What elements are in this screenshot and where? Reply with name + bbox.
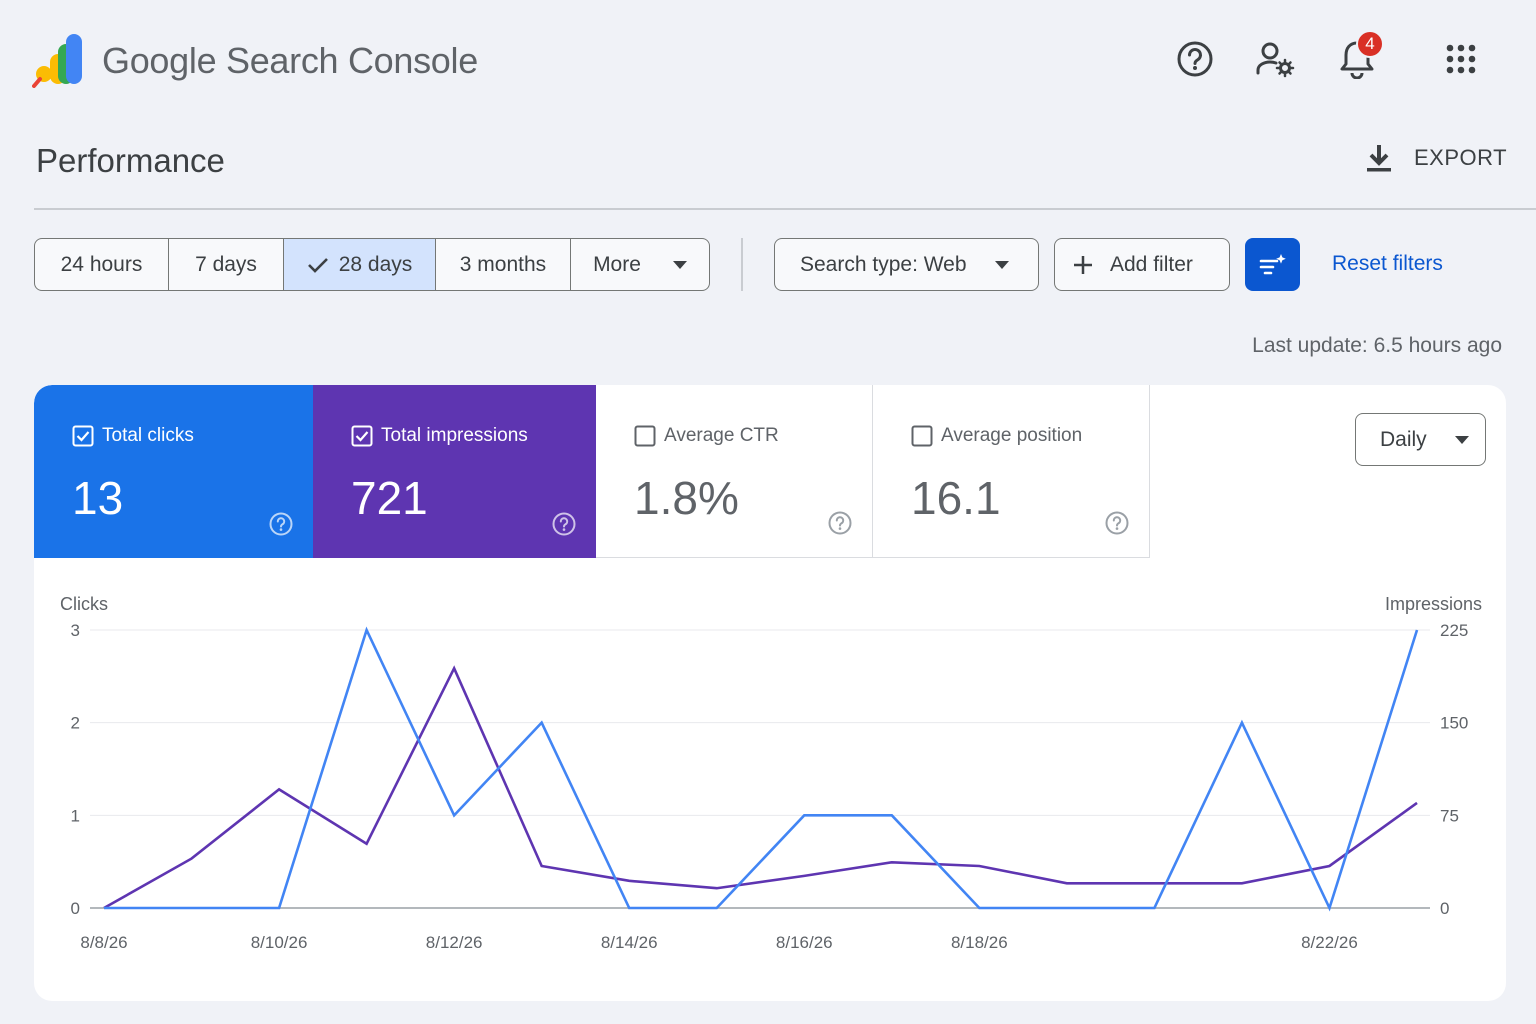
metric-label: Average CTR (664, 425, 779, 446)
series-line-clicks (104, 626, 1419, 912)
apps-grid-icon[interactable] (1440, 38, 1482, 80)
manage-users-icon[interactable] (1254, 38, 1296, 80)
x-tick-label: 8/12/26 (426, 933, 483, 952)
date-range-selector: 24 hours 7 days 28 days 3 months More (34, 238, 710, 291)
product-name: Google Search Console (102, 40, 478, 82)
granularity-label: Daily (1380, 427, 1427, 451)
download-icon (1367, 145, 1391, 172)
reset-filters-link[interactable]: Reset filters (1332, 252, 1443, 275)
performance-card: Total clicks 13 Total impressions 721 Av… (34, 385, 1506, 1001)
help-icon[interactable] (269, 512, 293, 536)
x-tick-label: 8/16/26 (776, 933, 833, 952)
checkbox-unchecked-icon[interactable] (911, 425, 933, 447)
search-type-label: Search type: Web (800, 252, 967, 276)
y-tick-right: 0 (1440, 899, 1449, 918)
metric-total-clicks[interactable]: Total clicks 13 (34, 385, 313, 558)
x-tick-label: 8/22/26 (1301, 933, 1358, 952)
help-icon[interactable] (828, 511, 852, 535)
metric-label: Total impressions (381, 425, 528, 446)
search-console-logo (32, 34, 82, 88)
range-label: 7 days (195, 252, 257, 276)
metric-average-position[interactable]: Average position 16.1 (873, 385, 1150, 558)
y-tick-left: 2 (71, 714, 80, 733)
range-label: More (593, 252, 641, 276)
metric-value: 13 (72, 472, 124, 524)
range-7-days[interactable]: 7 days (169, 239, 284, 290)
y-tick-right: 150 (1440, 714, 1468, 733)
x-tick-label: 8/18/26 (951, 933, 1008, 952)
performance-chart: Clicks Impressions 0 1 2 3 0 75 150 225 8/8/26 8/10… (60, 594, 1482, 952)
brand-product: Search Console (226, 40, 478, 81)
range-28-days[interactable]: 28 days (284, 239, 436, 290)
series-line-impressions (103, 665, 1418, 910)
notification-count-badge: 4 (1356, 30, 1384, 58)
x-tick-label: 8/14/26 (601, 933, 658, 952)
filter-sparkle-icon (1259, 253, 1286, 274)
checkbox-checked-icon[interactable] (72, 425, 94, 447)
divider (34, 208, 1536, 210)
metric-value: 16.1 (911, 472, 1001, 524)
filter-settings-button[interactable] (1245, 238, 1300, 291)
range-label: 3 months (459, 252, 547, 276)
x-tick-label: 8/8/26 (80, 933, 127, 952)
brand-google: Google (102, 40, 217, 81)
help-icon[interactable] (1174, 38, 1216, 80)
plus-icon (1074, 255, 1092, 274)
top-app-bar: Google Search Console 4 (0, 0, 1536, 120)
metric-label: Average position (941, 425, 1083, 446)
y-tick-left: 1 (71, 806, 80, 825)
checkbox-unchecked-icon[interactable] (634, 425, 656, 447)
help-icon[interactable] (1105, 511, 1129, 535)
search-type-dropdown[interactable]: Search type: Web (774, 238, 1039, 291)
export-button[interactable]: EXPORT (1364, 142, 1507, 174)
range-3-months[interactable]: 3 months (436, 239, 571, 290)
last-update-text: Last update: 6.5 hours ago (1252, 334, 1502, 357)
help-icon[interactable] (552, 512, 576, 536)
caret-down-icon (1454, 435, 1469, 444)
y-tick-left: 0 (71, 899, 80, 918)
y-tick-left: 3 (71, 621, 80, 640)
page-title: Performance (36, 142, 225, 179)
range-label: 24 hours (60, 252, 143, 276)
x-tick-label: 8/10/26 (251, 933, 308, 952)
export-label: EXPORT (1414, 145, 1508, 170)
range-24-hours[interactable]: 24 hours (35, 239, 169, 290)
y-axis-right-title: Impressions (1385, 594, 1482, 614)
metric-value: 721 (351, 472, 428, 524)
caret-down-icon (994, 260, 1009, 269)
metric-value: 1.8% (634, 472, 739, 524)
y-axis-left-title: Clicks (60, 594, 108, 614)
check-icon (307, 257, 328, 273)
checkbox-checked-icon[interactable] (351, 425, 373, 447)
range-more-dropdown[interactable]: More (571, 239, 709, 290)
metric-average-ctr[interactable]: Average CTR 1.8% (596, 385, 873, 558)
toolbar-separator (741, 238, 743, 291)
add-filter-button[interactable]: Add filter (1054, 238, 1230, 291)
y-tick-right: 75 (1440, 806, 1459, 825)
metric-total-impressions[interactable]: Total impressions 721 (313, 385, 596, 558)
metric-label: Total clicks (102, 425, 194, 446)
range-label: 28 days (338, 252, 413, 276)
caret-down-icon (672, 260, 687, 269)
y-tick-right: 225 (1440, 621, 1468, 640)
granularity-dropdown[interactable]: Daily (1355, 413, 1486, 466)
add-filter-label: Add filter (1110, 252, 1193, 276)
